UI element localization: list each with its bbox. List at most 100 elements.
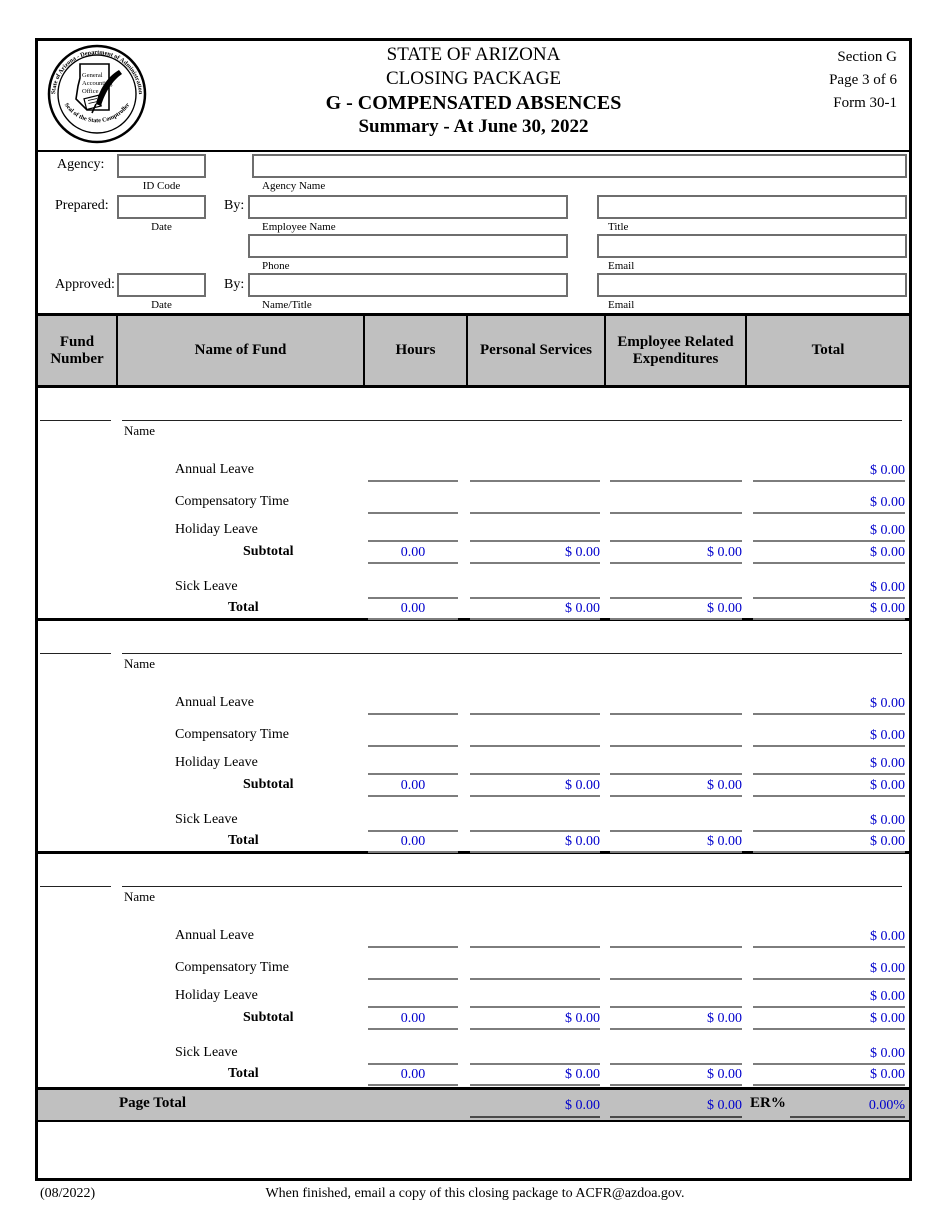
- ere-field[interactable]: [610, 809, 742, 832]
- total-field: $ 0.00: [753, 459, 905, 482]
- row-label: Subtotal: [243, 777, 294, 792]
- total-total: $ 0.00: [753, 597, 905, 620]
- phone-input[interactable]: [248, 234, 568, 258]
- row-compensatory-time: Compensatory Time $ 0.00: [38, 952, 909, 980]
- hours-field[interactable]: [368, 519, 458, 542]
- title-package: CLOSING PACKAGE: [385, 68, 562, 89]
- name-title-caption: Name/Title: [262, 299, 312, 311]
- ere-field[interactable]: [610, 491, 742, 514]
- row-annual-leave: Annual Leave $ 0.00: [38, 454, 909, 482]
- row-label: Holiday Leave: [175, 755, 258, 770]
- row-label: Sick Leave: [175, 812, 238, 827]
- hours-subtotal: 0.00: [368, 1007, 458, 1030]
- total-field: $ 0.00: [753, 809, 905, 832]
- row-label: Compensatory Time: [175, 727, 289, 742]
- approver-email-input[interactable]: [597, 273, 907, 297]
- ere-total: $ 0.00: [610, 1063, 742, 1086]
- row-sick-leave: Sick Leave $ 0.00: [38, 1037, 909, 1065]
- personal-services-field[interactable]: [470, 985, 600, 1008]
- row-label: Compensatory Time: [175, 494, 289, 509]
- row-label: Sick Leave: [175, 579, 238, 594]
- ere-field[interactable]: [610, 985, 742, 1008]
- ere-total: $ 0.00: [610, 830, 742, 853]
- personal-services-field[interactable]: [470, 1042, 600, 1065]
- ere-field[interactable]: [610, 576, 742, 599]
- ere-field[interactable]: [610, 724, 742, 747]
- personal-services-field[interactable]: [470, 519, 600, 542]
- personal-services-field[interactable]: [470, 724, 600, 747]
- approved-date-input[interactable]: [117, 273, 206, 297]
- personal-services-field[interactable]: [470, 576, 600, 599]
- total-field: $ 0.00: [753, 724, 905, 747]
- ere-field[interactable]: [610, 752, 742, 775]
- page-total-personal-services: $ 0.00: [470, 1093, 600, 1118]
- ere-subtotal: $ 0.00: [610, 541, 742, 564]
- hours-total: 0.00: [368, 597, 458, 620]
- hours-field[interactable]: [368, 576, 458, 599]
- row-holiday-leave: Holiday Leave $ 0.00: [38, 747, 909, 775]
- row-sick-leave: Sick Leave $ 0.00: [38, 804, 909, 832]
- ere-subtotal: $ 0.00: [610, 1007, 742, 1030]
- ere-field[interactable]: [610, 925, 742, 948]
- personal-services-field[interactable]: [470, 957, 600, 980]
- hours-field[interactable]: [368, 724, 458, 747]
- ere-field[interactable]: [610, 519, 742, 542]
- total-subtotal: $ 0.00: [753, 774, 905, 797]
- ere-field[interactable]: [610, 692, 742, 715]
- hours-field[interactable]: [368, 985, 458, 1008]
- fund-name-field[interactable]: [122, 398, 902, 421]
- seal-inner-line2: Accounting: [82, 80, 113, 87]
- column-header-personal-services: Personal Services: [468, 316, 606, 385]
- personal-services-field[interactable]: [470, 692, 600, 715]
- row-compensatory-time: Compensatory Time $ 0.00: [38, 719, 909, 747]
- row-total: Total 0.00 $ 0.00 $ 0.00 $ 0.00: [38, 825, 909, 853]
- id-code-input[interactable]: [117, 154, 206, 178]
- fund-name-caption: Name: [124, 889, 156, 904]
- hours-field[interactable]: [368, 925, 458, 948]
- hours-field[interactable]: [368, 752, 458, 775]
- agency-name-input[interactable]: [252, 154, 907, 178]
- personal-services-subtotal: $ 0.00: [470, 541, 600, 564]
- approved-date-caption: Date: [151, 299, 172, 311]
- personal-services-field[interactable]: [470, 925, 600, 948]
- hours-field[interactable]: [368, 459, 458, 482]
- personal-services-field[interactable]: [470, 809, 600, 832]
- hours-field[interactable]: [368, 809, 458, 832]
- id-code-caption: ID Code: [142, 180, 181, 192]
- row-label: Total: [228, 600, 259, 615]
- row-sick-leave: Sick Leave $ 0.00: [38, 571, 909, 599]
- fund-name-field[interactable]: [122, 631, 902, 654]
- ere-field[interactable]: [610, 957, 742, 980]
- total-subtotal: $ 0.00: [753, 541, 905, 564]
- email-input[interactable]: [597, 234, 907, 258]
- seal-inner-line3: Office: [82, 88, 99, 95]
- fund-section: Name Annual Leave $ 0.00 Compensatory Ti…: [38, 854, 909, 1087]
- ere-field[interactable]: [610, 459, 742, 482]
- hours-field[interactable]: [368, 957, 458, 980]
- fund-number-field[interactable]: [40, 864, 111, 887]
- approved-by-label: By:: [224, 277, 245, 292]
- total-field: $ 0.00: [753, 519, 905, 542]
- title-input[interactable]: [597, 195, 907, 219]
- hours-field[interactable]: [368, 692, 458, 715]
- employee-name-input[interactable]: [248, 195, 568, 219]
- total-field: $ 0.00: [753, 957, 905, 980]
- meta-page: Page 3 of 6: [829, 72, 897, 88]
- total-field: $ 0.00: [753, 692, 905, 715]
- hours-field[interactable]: [368, 1042, 458, 1065]
- hours-field[interactable]: [368, 491, 458, 514]
- er-percent-value: 0.00%: [790, 1093, 905, 1118]
- ere-field[interactable]: [610, 1042, 742, 1065]
- fund-number-field[interactable]: [40, 631, 111, 654]
- quill-icon: [83, 70, 122, 114]
- approved-label: Approved:: [55, 277, 115, 292]
- name-title-input[interactable]: [248, 273, 568, 297]
- fund-number-field[interactable]: [40, 398, 111, 421]
- personal-services-field[interactable]: [470, 752, 600, 775]
- fund-name-field[interactable]: [122, 864, 902, 887]
- personal-services-field[interactable]: [470, 491, 600, 514]
- title-summary: Summary - At June 30, 2022: [358, 116, 589, 137]
- personal-services-field[interactable]: [470, 459, 600, 482]
- prepared-date-input[interactable]: [117, 195, 206, 219]
- page-total-label: Page Total: [119, 1095, 187, 1111]
